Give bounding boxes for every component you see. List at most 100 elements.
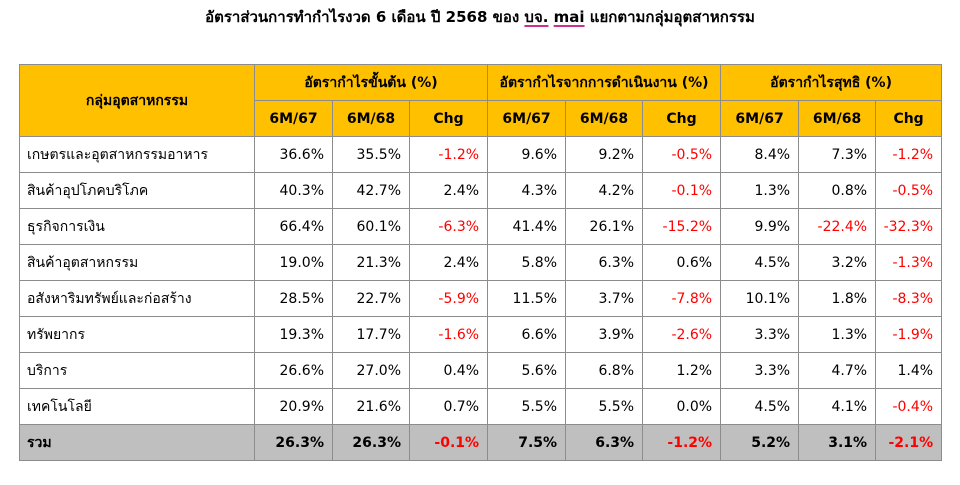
value-cell: 0.4% xyxy=(408,352,489,389)
table-row: เทคโนโลยี 20.9% 21.6% 0.7% 5.5% 5.5% 0.0% 4.5% 4… xyxy=(19,388,943,425)
industry-name: ทรัพยากร xyxy=(19,316,255,353)
value-cell: 1.3% xyxy=(720,172,800,209)
industry-name: สินค้าอุตสาหกรรม xyxy=(19,244,255,281)
industry-name: ธุรกิจการเงิน xyxy=(19,208,255,245)
value-cell: -32.3% xyxy=(875,208,943,245)
header-change: Chg xyxy=(408,100,489,137)
value-cell: -2.6% xyxy=(642,316,722,353)
value-cell: 5.8% xyxy=(487,244,567,281)
value-cell: 1.4% xyxy=(875,352,943,389)
title-company-abbrev: บจ. xyxy=(524,8,549,26)
value-cell: 4.1% xyxy=(798,388,877,425)
value-cell: -1.2% xyxy=(875,136,943,173)
value-cell: 0.8% xyxy=(798,172,877,209)
header-operating-margin: อัตรากำไรจากการดำเนินงาน (%) xyxy=(487,64,722,101)
value-cell: 3.1% xyxy=(798,424,877,461)
value-cell: -6.3% xyxy=(408,208,489,245)
value-cell: -7.8% xyxy=(642,280,722,317)
industry-name: อสังหาริมทรัพย์และก่อสร้าง xyxy=(19,280,255,317)
value-cell: 4.5% xyxy=(720,244,800,281)
header-period-68: 6M/68 xyxy=(798,100,877,137)
table-row: ธุรกิจการเงิน 66.4% 60.1% -6.3% 41.4% 26.1% -1… xyxy=(19,208,943,245)
value-cell: 26.3% xyxy=(332,424,410,461)
value-cell: 9.2% xyxy=(565,136,644,173)
industry-name: สินค้าอุปโภคบริโภค xyxy=(19,172,255,209)
value-cell: 4.2% xyxy=(565,172,644,209)
value-cell: 8.4% xyxy=(720,136,800,173)
title-market: mai xyxy=(553,8,585,26)
value-cell: -5.9% xyxy=(408,280,489,317)
table-row: ทรัพยากร 19.3% 17.7% -1.6% 6.6% 3.9% -2.6% 3.3%… xyxy=(19,316,943,353)
value-cell: 26.3% xyxy=(254,424,333,461)
value-cell: 2.4% xyxy=(408,244,489,281)
value-cell: 20.9% xyxy=(254,388,333,425)
value-cell: -8.3% xyxy=(875,280,943,317)
value-cell: 27.0% xyxy=(332,352,410,389)
value-cell: -0.1% xyxy=(408,424,489,461)
value-cell: 5.5% xyxy=(487,388,567,425)
value-cell: 1.3% xyxy=(798,316,877,353)
value-cell: 3.3% xyxy=(720,316,800,353)
value-cell: 4.7% xyxy=(798,352,877,389)
value-cell: -1.9% xyxy=(875,316,943,353)
value-cell: 1.2% xyxy=(642,352,722,389)
header-net-margin: อัตรากำไรสุทธิ (%) xyxy=(720,64,943,101)
value-cell: 17.7% xyxy=(332,316,410,353)
header-period-67: 6M/67 xyxy=(487,100,567,137)
value-cell: 3.7% xyxy=(565,280,644,317)
industry-name: เทคโนโลยี xyxy=(19,388,255,425)
industry-name: บริการ xyxy=(19,352,255,389)
header-category: กลุ่มอุตสาหกรรม xyxy=(19,64,255,137)
value-cell: -0.5% xyxy=(875,172,943,209)
value-cell: -0.4% xyxy=(875,388,943,425)
value-cell: 5.5% xyxy=(565,388,644,425)
value-cell: 4.3% xyxy=(487,172,567,209)
value-cell: -1.6% xyxy=(408,316,489,353)
value-cell: 0.0% xyxy=(642,388,722,425)
value-cell: 60.1% xyxy=(332,208,410,245)
industry-name: รวม xyxy=(19,424,255,461)
value-cell: 9.6% xyxy=(487,136,567,173)
profitability-table: กลุ่มอุตสาหกรรม อัตรากำไรขั้นต้น (%) อัต… xyxy=(19,64,943,461)
value-cell: 3.9% xyxy=(565,316,644,353)
value-cell: 36.6% xyxy=(254,136,333,173)
value-cell: 42.7% xyxy=(332,172,410,209)
title-text-end: แยกตามกลุ่มอุตสาหกรรม xyxy=(584,8,755,26)
value-cell: 26.6% xyxy=(254,352,333,389)
header-gross-margin: อัตรากำไรขั้นต้น (%) xyxy=(253,64,489,101)
industry-name: เกษตรและอุตสาหกรรมอาหาร xyxy=(19,136,255,173)
value-cell: 22.7% xyxy=(332,280,410,317)
value-cell: 4.5% xyxy=(720,388,800,425)
value-cell: 9.9% xyxy=(720,208,800,245)
value-cell: 5.6% xyxy=(487,352,567,389)
value-cell: 7.3% xyxy=(798,136,877,173)
value-cell: 19.3% xyxy=(254,316,333,353)
value-cell: 5.2% xyxy=(720,424,800,461)
header-change: Chg xyxy=(875,100,943,137)
value-cell: 0.7% xyxy=(408,388,489,425)
table-header: กลุ่มอุตสาหกรรม อัตรากำไรขั้นต้น (%) อัต… xyxy=(19,64,943,137)
header-period-67: 6M/67 xyxy=(254,100,333,137)
table-body: เกษตรและอุตสาหกรรมอาหาร 36.6% 35.5% -1.2% 9.… xyxy=(19,136,943,461)
value-cell: -0.5% xyxy=(642,136,722,173)
header-period-68: 6M/68 xyxy=(332,100,410,137)
value-cell: 40.3% xyxy=(254,172,333,209)
header-change: Chg xyxy=(642,100,722,137)
value-cell: 0.6% xyxy=(642,244,722,281)
header-period-68: 6M/68 xyxy=(565,100,644,137)
table-row: บริการ 26.6% 27.0% 0.4% 5.6% 6.8% 1.2% 3.3% 4.7%… xyxy=(19,352,943,389)
table-row: อสังหาริมทรัพย์และก่อสร้าง 28.5% 22.7% -5.9… xyxy=(19,280,943,317)
value-cell: 35.5% xyxy=(332,136,410,173)
value-cell: -15.2% xyxy=(642,208,722,245)
table-row: สินค้าอุปโภคบริโภค 40.3% 42.7% 2.4% 4.3% 4.2%… xyxy=(19,172,943,209)
value-cell: -2.1% xyxy=(875,424,943,461)
page-title: อัตราส่วนการทำกำไรงวด 6 เดือน ปี 2568 ขอ… xyxy=(0,6,960,28)
title-text: อัตราส่วนการทำกำไรงวด 6 เดือน ปี 2568 ขอ… xyxy=(205,8,525,26)
value-cell: 6.6% xyxy=(487,316,567,353)
value-cell: -1.2% xyxy=(642,424,722,461)
value-cell: -22.4% xyxy=(798,208,877,245)
value-cell: 10.1% xyxy=(720,280,800,317)
value-cell: -1.3% xyxy=(875,244,943,281)
value-cell: -1.2% xyxy=(408,136,489,173)
value-cell: 41.4% xyxy=(487,208,567,245)
